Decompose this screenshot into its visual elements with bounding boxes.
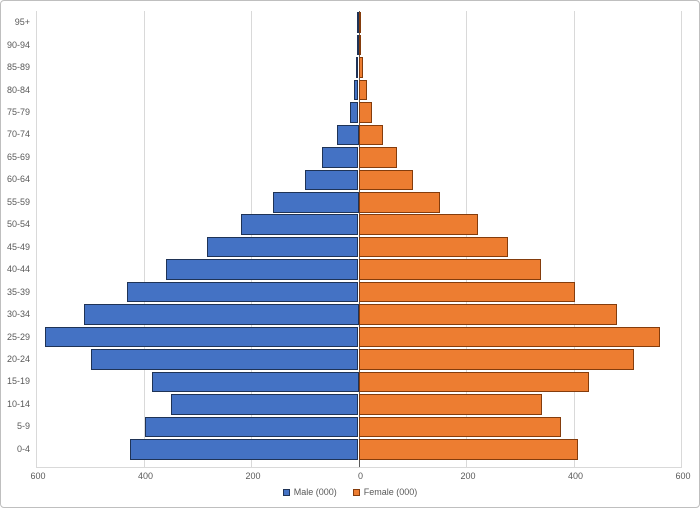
bar-female-15-19 xyxy=(358,371,590,393)
vertical-gridline xyxy=(36,11,37,467)
bar-male-70-74 xyxy=(337,124,359,146)
y-axis-category-label: 25-29 xyxy=(6,331,30,342)
y-axis-category-label: 0-4 xyxy=(16,443,30,454)
bar-female-90-94 xyxy=(358,34,361,56)
y-axis-category-label: 50-54 xyxy=(6,219,30,230)
legend-item-female: Female (000) xyxy=(352,487,418,497)
bar-female-55-59 xyxy=(358,192,441,213)
bar-female-20-24 xyxy=(358,349,634,370)
bar-male-0-4 xyxy=(129,438,359,460)
bar-female-80-84 xyxy=(358,79,368,101)
bar-female-60-64 xyxy=(358,169,414,191)
bar-male-55-59 xyxy=(272,192,359,213)
bar-male-45-49 xyxy=(207,236,359,258)
vertical-gridline xyxy=(143,11,145,467)
vertical-gridline xyxy=(681,11,682,467)
y-axis-category-label: 40-44 xyxy=(6,264,30,275)
bar-male-10-14 xyxy=(170,394,359,415)
y-axis-category-label: 85-89 xyxy=(6,62,30,73)
bar-male-35-39 xyxy=(126,281,359,303)
x-axis-tick-label: 200 xyxy=(460,471,476,481)
x-axis-tick-label: 200 xyxy=(245,471,261,481)
y-axis-category-label: 5-9 xyxy=(16,421,30,432)
x-axis-tick-label: 0 xyxy=(357,471,363,481)
bar-female-50-54 xyxy=(358,214,478,236)
y-axis-category-label: 80-84 xyxy=(6,84,30,95)
x-axis-tick-label: 600 xyxy=(30,471,46,481)
y-axis-category-label: 10-14 xyxy=(6,398,30,409)
bar-male-90-94 xyxy=(356,34,359,56)
bar-female-95+ xyxy=(358,12,361,33)
y-axis-category-label: 20-24 xyxy=(6,353,30,364)
y-axis-category-label: 35-39 xyxy=(6,286,30,297)
legend-label-female: Female (000) xyxy=(363,487,418,497)
legend-item-male: Male (000) xyxy=(282,487,337,497)
y-axis-category-label: 30-34 xyxy=(6,309,30,320)
bar-female-10-14 xyxy=(358,394,543,415)
y-axis-category-label: 70-74 xyxy=(6,129,30,140)
bar-male-65-69 xyxy=(322,147,359,168)
legend-label-male: Male (000) xyxy=(293,487,337,497)
bar-female-30-34 xyxy=(358,304,617,325)
y-axis-category-label: 55-59 xyxy=(6,196,30,207)
bar-female-45-49 xyxy=(358,236,509,258)
bar-male-75-79 xyxy=(349,102,359,123)
bar-female-65-69 xyxy=(358,147,397,168)
y-axis-category-label: 45-49 xyxy=(6,241,30,252)
bar-male-5-9 xyxy=(144,416,359,438)
bar-female-85-89 xyxy=(358,57,363,78)
bar-female-25-29 xyxy=(358,326,660,348)
y-axis-category-label: 75-79 xyxy=(6,107,30,117)
male-series-swatch-icon xyxy=(282,488,290,496)
bar-female-0-4 xyxy=(358,438,578,460)
x-axis-tick-label: 400 xyxy=(137,471,154,481)
bar-male-60-64 xyxy=(305,169,359,191)
y-axis-category-label: 15-19 xyxy=(6,376,30,387)
bar-female-70-74 xyxy=(358,124,383,146)
x-axis-tick-label: 400 xyxy=(567,471,584,481)
bar-male-15-19 xyxy=(151,371,359,393)
bar-male-30-34 xyxy=(84,304,359,325)
bar-male-95+ xyxy=(356,12,359,33)
chart-legend: Male (000) Female (000) xyxy=(1,487,699,497)
bar-male-25-29 xyxy=(44,326,359,348)
y-axis-category-label: 90-94 xyxy=(6,39,30,50)
bar-male-40-44 xyxy=(165,259,359,280)
bar-male-50-54 xyxy=(240,214,359,236)
bar-male-80-84 xyxy=(353,79,359,101)
bar-female-75-79 xyxy=(358,102,372,123)
plot-bottom-border xyxy=(36,467,682,468)
female-series-swatch-icon xyxy=(352,488,360,496)
y-axis-category-label: 65-69 xyxy=(6,151,30,162)
bar-female-35-39 xyxy=(358,281,576,303)
bar-male-85-89 xyxy=(356,57,359,78)
vertical-gridline xyxy=(573,11,575,467)
x-axis-tick-label: 600 xyxy=(675,471,691,481)
y-axis-category-label: 95+ xyxy=(14,17,30,28)
bar-female-5-9 xyxy=(358,416,562,438)
bar-male-20-24 xyxy=(91,349,359,370)
bar-female-40-44 xyxy=(358,259,541,280)
y-axis-category-label: 60-64 xyxy=(6,174,30,185)
